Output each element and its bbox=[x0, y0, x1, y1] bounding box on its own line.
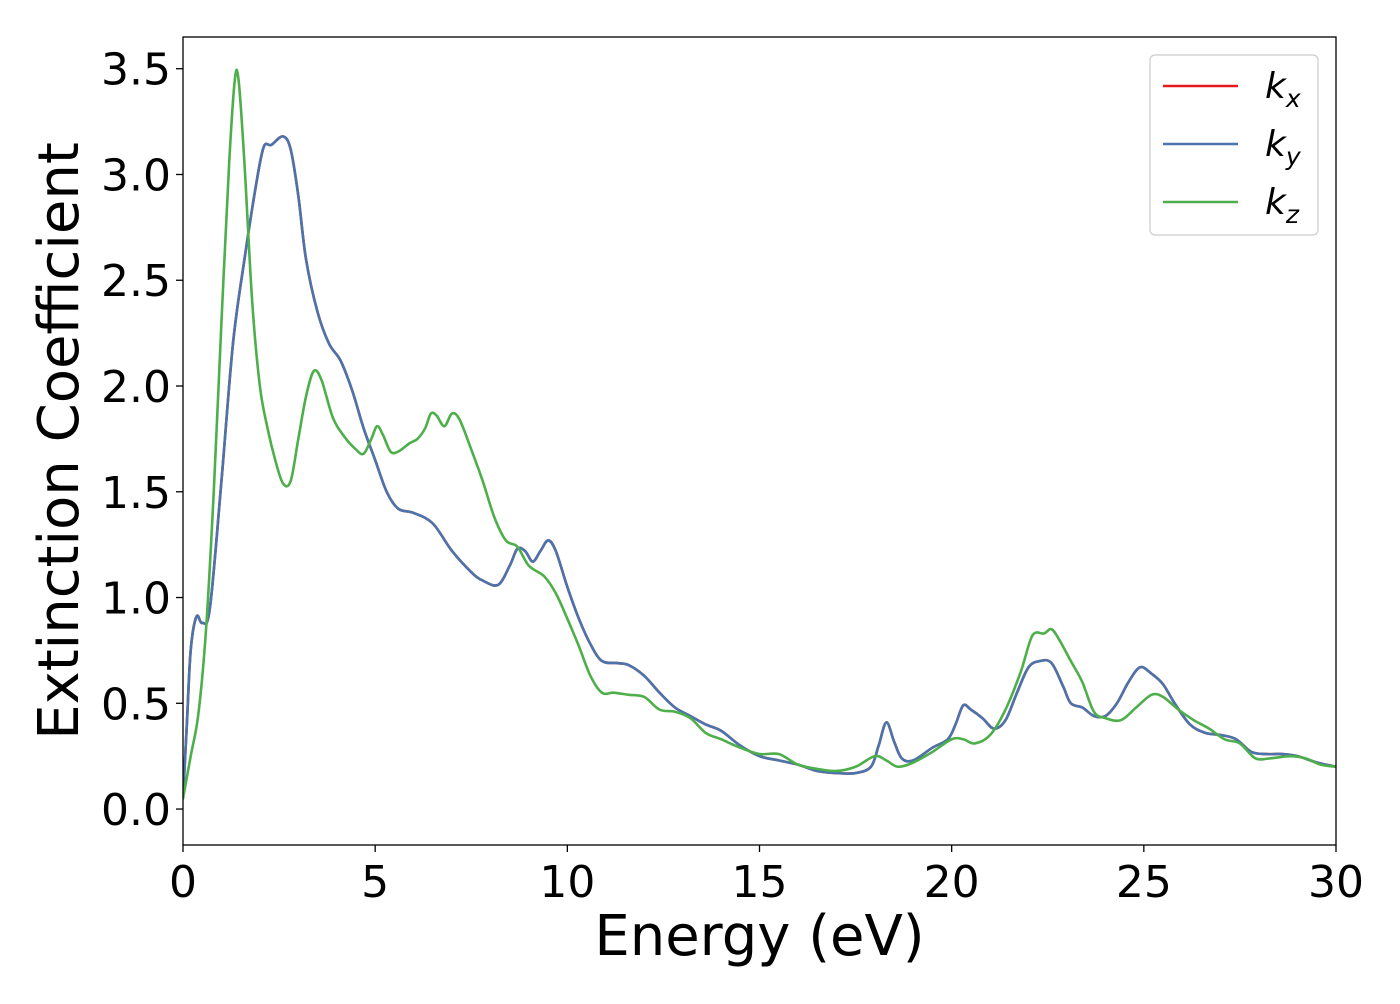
y-tick-label: 3.5 bbox=[101, 45, 171, 96]
y-tick-label: 0.0 bbox=[101, 785, 171, 836]
y-tick-label: 2.0 bbox=[101, 362, 171, 413]
x-tick-label: 5 bbox=[361, 857, 389, 908]
x-tick-label: 30 bbox=[1308, 857, 1364, 908]
y-tick-label: 1.5 bbox=[101, 468, 171, 519]
series-line-k-y bbox=[183, 135, 1336, 800]
x-tick-label: 10 bbox=[539, 857, 595, 908]
y-tick-label: 3.0 bbox=[101, 150, 171, 201]
x-tick-label: 25 bbox=[1116, 857, 1172, 908]
x-axis-title: Energy (eV) bbox=[594, 904, 924, 969]
y-tick-label: 0.5 bbox=[101, 679, 171, 730]
legend: kx ky kz bbox=[1149, 54, 1319, 236]
series-line-k-x bbox=[183, 135, 1336, 800]
x-tick-label: 0 bbox=[169, 857, 197, 908]
x-tick-label: 20 bbox=[924, 857, 980, 908]
legend-label-k-z: kz bbox=[1265, 182, 1300, 229]
series-line-k-z bbox=[183, 68, 1336, 800]
axis-ticks: 0 5 10 15 20 25 30 0.0 0.5 1.0 1.5 2.0 2.5 3.0 3.5 bbox=[101, 45, 1364, 908]
x-tick-label: 15 bbox=[732, 857, 788, 908]
y-axis-title: Extinction Coefficient bbox=[27, 142, 92, 740]
legend-label-k-y: ky bbox=[1265, 124, 1302, 171]
y-tick-label: 2.5 bbox=[101, 256, 171, 307]
series-lines bbox=[183, 68, 1336, 800]
legend-label-k-x: kx bbox=[1265, 66, 1301, 113]
y-tick-label: 1.0 bbox=[101, 574, 171, 625]
